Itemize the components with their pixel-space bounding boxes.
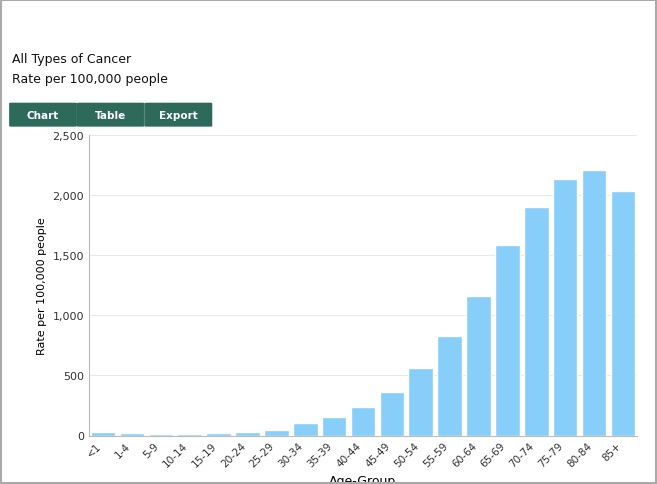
- Bar: [351, 408, 375, 436]
- Text: Export: Export: [159, 110, 198, 121]
- Bar: [177, 434, 202, 436]
- Bar: [206, 433, 231, 436]
- FancyBboxPatch shape: [145, 104, 212, 127]
- Bar: [409, 368, 433, 436]
- Bar: [322, 417, 346, 436]
- Bar: [148, 434, 173, 436]
- X-axis label: Age-Group: Age-Group: [329, 474, 397, 484]
- FancyBboxPatch shape: [78, 104, 144, 127]
- Bar: [524, 208, 549, 436]
- FancyBboxPatch shape: [10, 104, 76, 127]
- Bar: [466, 296, 491, 436]
- Bar: [495, 246, 520, 436]
- Text: Rate per 100,000 people: Rate per 100,000 people: [12, 73, 168, 86]
- Y-axis label: Rate per 100,000 people: Rate per 100,000 people: [37, 217, 47, 354]
- Bar: [235, 432, 260, 436]
- Bar: [610, 192, 635, 436]
- Bar: [293, 424, 317, 436]
- Bar: [553, 180, 578, 436]
- Text: Table: Table: [95, 110, 126, 121]
- Bar: [438, 336, 462, 436]
- Text: Rate of New Cancers by Age Group, All Races, Both Sexes: Rate of New Cancers by Age Group, All Ra…: [12, 14, 578, 32]
- Text: All Types of Cancer: All Types of Cancer: [12, 53, 131, 66]
- Bar: [91, 433, 116, 436]
- Text: Chart: Chart: [27, 110, 59, 121]
- Bar: [264, 431, 288, 436]
- Bar: [120, 434, 145, 436]
- Bar: [380, 392, 404, 436]
- Bar: [581, 170, 606, 436]
